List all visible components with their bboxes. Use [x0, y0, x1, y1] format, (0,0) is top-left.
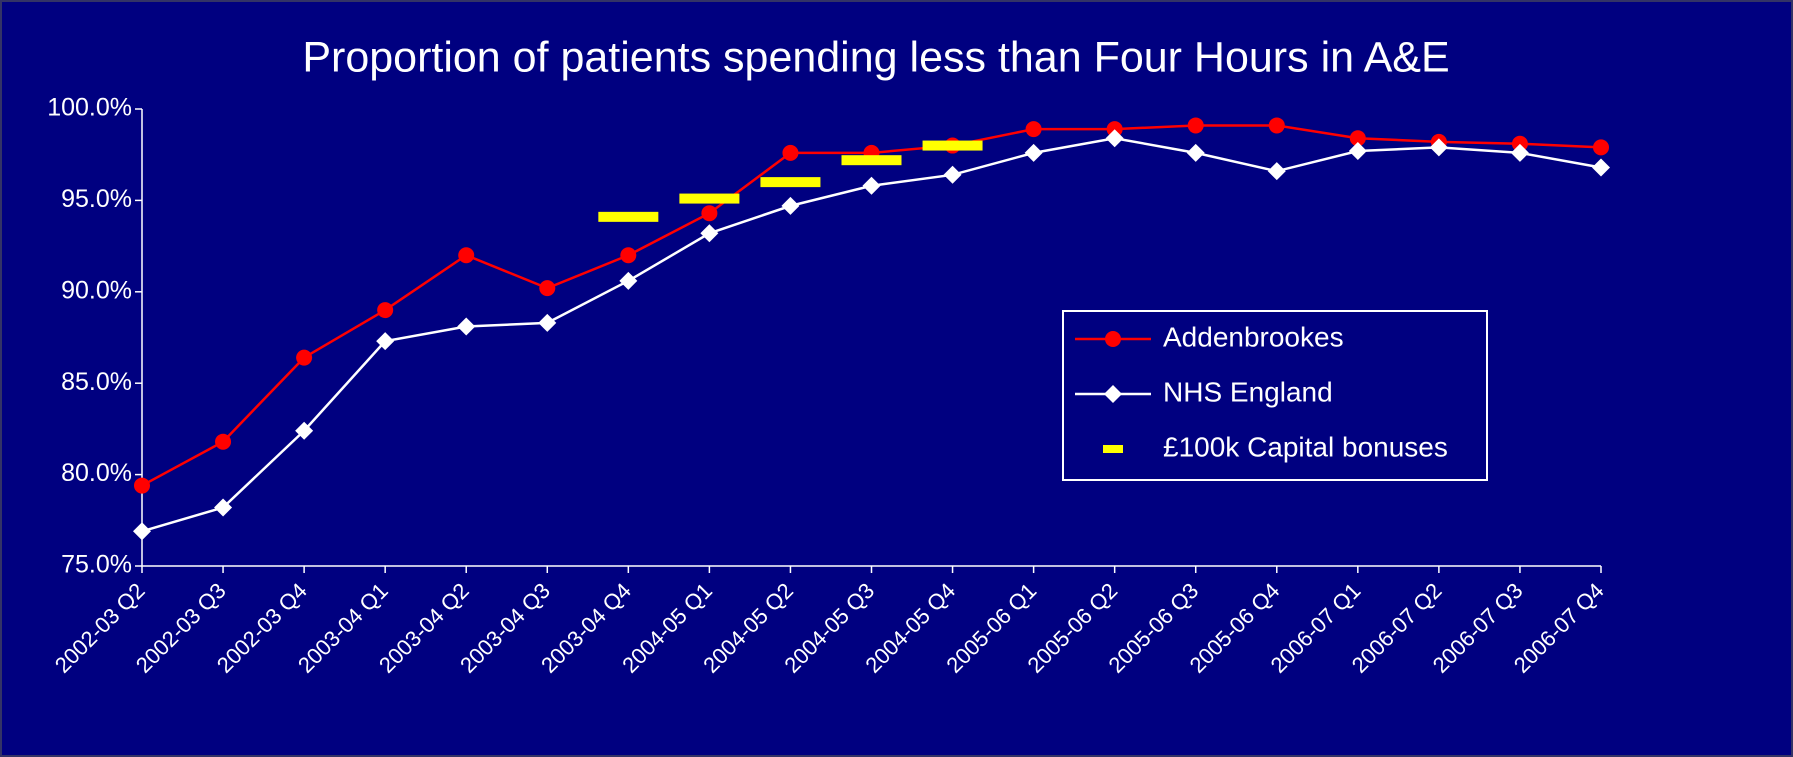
legend-label: Addenbrookes — [1163, 321, 1344, 352]
data-point — [1268, 117, 1285, 134]
data-point — [1510, 143, 1529, 162]
data-point — [296, 349, 313, 366]
data-point — [215, 433, 232, 450]
chart-title: Proportion of patients spending less tha… — [302, 33, 1449, 81]
y-tick-label: 95.0% — [61, 185, 132, 213]
data-point — [1349, 130, 1366, 147]
legend-marker — [1105, 331, 1121, 347]
data-point — [458, 247, 475, 264]
data-point — [1593, 139, 1609, 156]
y-tick-label: 75.0% — [61, 551, 132, 579]
data-point — [134, 477, 150, 494]
data-point — [620, 247, 637, 264]
data-point — [133, 522, 151, 541]
data-point — [1429, 138, 1448, 157]
data-point — [1105, 129, 1124, 148]
data-point — [760, 177, 821, 188]
data-point — [700, 224, 719, 243]
data-point — [376, 332, 395, 351]
data-point — [701, 205, 718, 222]
data-point — [922, 140, 983, 151]
data-point — [539, 280, 556, 297]
data-point — [1186, 143, 1205, 162]
data-point — [679, 193, 740, 204]
data-point — [377, 302, 394, 319]
data-point — [538, 313, 557, 332]
data-point — [598, 211, 659, 222]
data-point — [214, 498, 233, 517]
data-point — [295, 421, 314, 440]
data-point — [1511, 135, 1528, 152]
y-tick-label: 90.0% — [61, 276, 132, 304]
data-point — [1024, 143, 1043, 162]
data-point — [1592, 158, 1610, 177]
data-point — [457, 317, 476, 336]
y-tick-label: 80.0% — [61, 459, 132, 487]
data-point — [1348, 142, 1367, 161]
legend-marker — [1103, 445, 1123, 453]
data-point — [862, 176, 881, 195]
data-point — [1106, 121, 1123, 138]
y-tick-label: 85.0% — [61, 368, 132, 396]
legend-label: £100k Capital bonuses — [1163, 431, 1448, 462]
data-point — [781, 196, 800, 215]
data-point — [1267, 162, 1286, 181]
y-tick-label: 100.0% — [47, 94, 132, 122]
data-point — [943, 165, 962, 184]
data-point — [841, 155, 902, 166]
legend-label: NHS England — [1163, 376, 1333, 407]
legend-marker — [1104, 385, 1122, 403]
data-point — [782, 144, 799, 161]
data-point — [1187, 117, 1204, 134]
data-point — [619, 271, 638, 290]
data-point — [1025, 121, 1042, 138]
